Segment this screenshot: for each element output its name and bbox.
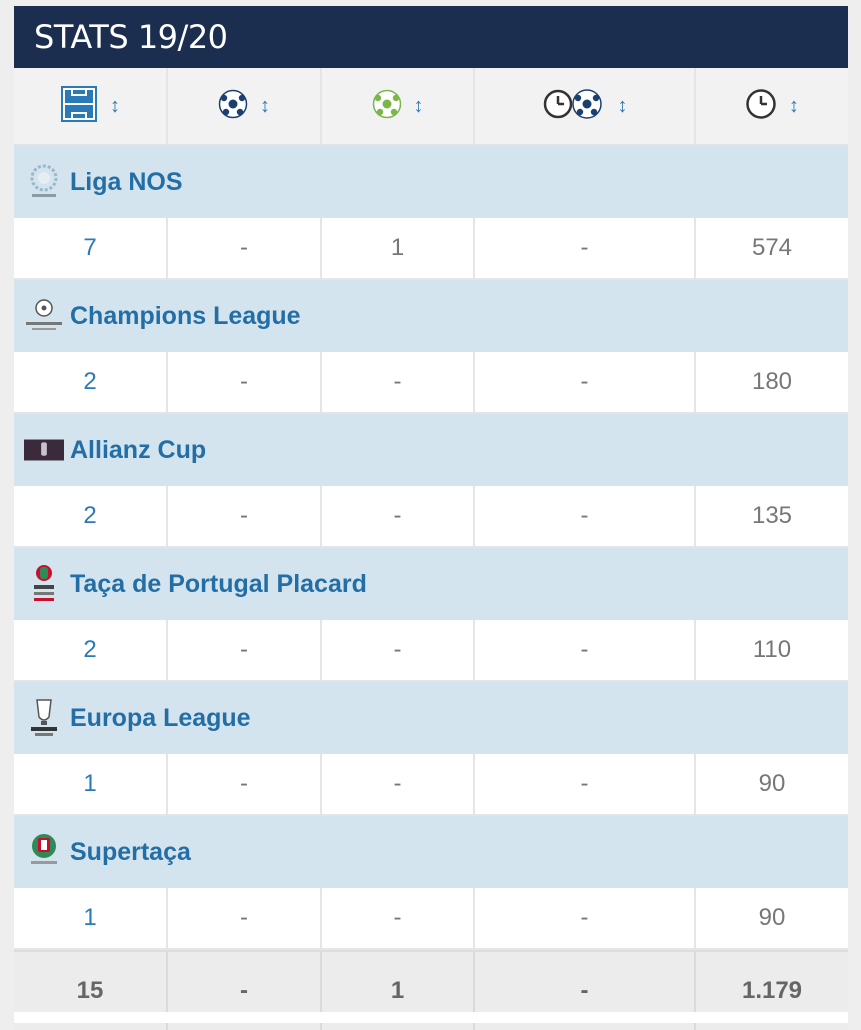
goals-value: - xyxy=(168,754,322,814)
stats-header-row: ↕ ↕ xyxy=(14,68,848,146)
competition-name: Europa League xyxy=(70,703,251,732)
competition-row[interactable]: Liga NOS xyxy=(14,146,848,218)
stats-panel: STATS 19/20 ↕ xyxy=(14,6,848,1030)
assists-value: - xyxy=(322,754,475,814)
games-value[interactable]: 1 xyxy=(14,888,168,948)
sort-icon: ↕ xyxy=(617,95,628,117)
total-minutes-per-goal: - xyxy=(475,952,696,1030)
competition-row[interactable]: Europa League xyxy=(14,682,848,754)
clock-icon xyxy=(745,88,777,125)
sort-icon: ↕ xyxy=(413,95,424,117)
sort-icon: ↕ xyxy=(260,95,270,117)
supertaca-logo xyxy=(24,830,64,874)
minutes-value: 574 xyxy=(751,234,793,261)
stats-row: 1 - - - 90 xyxy=(14,888,848,950)
games-value[interactable]: 7 xyxy=(14,218,168,278)
competition-row[interactable]: Champions League xyxy=(14,280,848,352)
competition-name: Supertaça xyxy=(70,837,191,866)
sort-games-header[interactable]: ↕ xyxy=(14,68,168,144)
minutes-value: 110 xyxy=(752,636,792,663)
allianz-cup-logo xyxy=(24,428,64,472)
competition-row[interactable]: Taça de Portugal Placard xyxy=(14,548,848,620)
assists-value: - xyxy=(322,352,475,412)
competition-name: Liga NOS xyxy=(70,167,183,196)
competition-row[interactable]: Allianz Cup xyxy=(14,414,848,486)
goals-value: - xyxy=(168,352,322,412)
goals-value: - xyxy=(168,486,322,546)
sort-icon: ↕ xyxy=(789,95,799,117)
goals-value: - xyxy=(168,888,322,948)
stats-row: 7 - 1 - 574 xyxy=(14,218,848,280)
minutes-value: 180 xyxy=(751,368,793,395)
competition-name: Champions League xyxy=(70,301,301,330)
sort-minutes-per-goal-header[interactable]: ↕ xyxy=(475,68,696,144)
competition-name: Allianz Cup xyxy=(70,435,207,464)
competition-row[interactable]: Supertaça xyxy=(14,816,848,888)
stats-row: 2 - - - 180 xyxy=(14,352,848,414)
total-games: 15 xyxy=(14,952,168,1030)
champions-league-logo xyxy=(24,294,64,338)
liga-nos-logo xyxy=(24,160,64,204)
sort-assists-header[interactable]: ↕ xyxy=(322,68,475,144)
sort-minutes-header[interactable]: ↕ xyxy=(696,68,848,144)
total-minutes: 1.179 xyxy=(741,977,803,1004)
games-value[interactable]: 2 xyxy=(14,352,168,412)
minutes-per-goal-value: - xyxy=(475,620,696,680)
sort-goals-header[interactable]: ↕ xyxy=(168,68,322,144)
next-panel-edge xyxy=(14,1012,848,1023)
clock-ball-icon xyxy=(542,87,606,126)
games-value[interactable]: 2 xyxy=(14,620,168,680)
assists-value: 1 xyxy=(322,218,475,278)
green-ball-icon xyxy=(372,89,402,124)
stats-title: STATS 19/20 xyxy=(14,6,848,68)
total-assists: 1 xyxy=(322,952,475,1030)
taca-de-portugal-logo xyxy=(24,562,64,606)
assists-value: - xyxy=(322,620,475,680)
minutes-value: 135 xyxy=(751,502,793,529)
assists-value: - xyxy=(322,486,475,546)
ball-icon xyxy=(218,89,248,124)
stats-row: 1 - - - 90 xyxy=(14,754,848,816)
minutes-per-goal-value: - xyxy=(475,754,696,814)
stats-row: 2 - - - 135 xyxy=(14,486,848,548)
stats-row: 2 - - - 110 xyxy=(14,620,848,682)
games-value[interactable]: 1 xyxy=(14,754,168,814)
europa-league-logo xyxy=(24,696,64,740)
minutes-per-goal-value: - xyxy=(475,352,696,412)
goals-value: - xyxy=(168,218,322,278)
assists-value: - xyxy=(322,888,475,948)
minutes-per-goal-value: - xyxy=(475,218,696,278)
games-value[interactable]: 2 xyxy=(14,486,168,546)
minutes-per-goal-value: - xyxy=(475,486,696,546)
total-goals: - xyxy=(168,952,322,1030)
minutes-per-goal-value: - xyxy=(475,888,696,948)
competition-name: Taça de Portugal Placard xyxy=(70,569,367,598)
pitch-icon xyxy=(60,85,98,128)
minutes-value: 90 xyxy=(758,904,786,931)
goals-value: - xyxy=(168,620,322,680)
minutes-value: 90 xyxy=(758,770,786,797)
sort-icon: ↕ xyxy=(110,95,120,117)
